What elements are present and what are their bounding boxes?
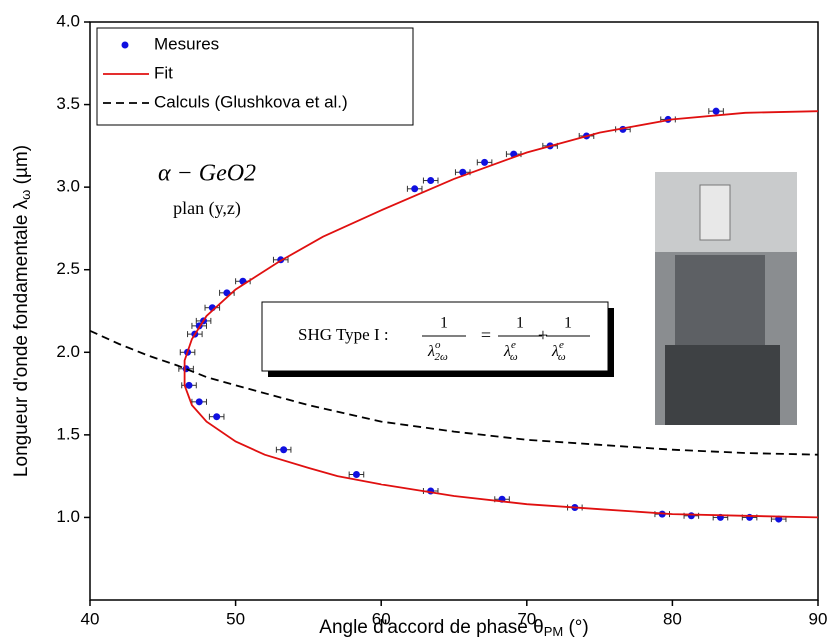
text-part: o	[435, 339, 441, 351]
formula-den: λo 2ω	[427, 339, 448, 363]
data-point	[427, 177, 435, 185]
formula-den: λe ω	[503, 339, 518, 363]
x-tick-label: 80	[663, 609, 682, 628]
formula-op: +	[538, 325, 548, 345]
y-tick-label: 1.0	[56, 507, 80, 526]
plot-frame	[89, 21, 819, 601]
data-point	[481, 158, 489, 166]
legend-label: Fit	[154, 63, 173, 82]
legend-label: Calculs (Glushkova et al.)	[154, 92, 348, 111]
formula-op: =	[481, 325, 491, 345]
data-point	[459, 168, 467, 176]
legend-marker	[121, 41, 129, 49]
formula-label: SHG Type I :	[298, 325, 389, 344]
annotation: plan (y,z)	[173, 198, 241, 219]
x-axis-label: Angle d'accord de phase θPM (°)	[319, 617, 588, 639]
y-axis-label: Longueur d'onde fondamentale λω (µm)	[11, 145, 33, 477]
text-part: λ	[551, 343, 559, 360]
data-point	[712, 107, 720, 115]
text-part: Longueur d'onde fondamentale λ	[11, 199, 32, 477]
x-tick-label: 40	[81, 609, 100, 628]
photo	[655, 172, 797, 425]
data-point	[213, 413, 221, 421]
y-tick-label: 2.0	[56, 342, 80, 361]
data-point	[352, 470, 360, 478]
text-part: (µm)	[11, 145, 32, 190]
data-point	[687, 512, 695, 520]
legend-label: Mesures	[154, 34, 219, 53]
text-part: ω	[18, 190, 33, 200]
text-part: λ	[503, 343, 511, 360]
x-tick-label: 60	[372, 609, 391, 628]
y-tick-label: 2.5	[56, 259, 80, 278]
data-point	[223, 289, 231, 297]
y-tick-label: 3.5	[56, 94, 80, 113]
text-part: ω	[558, 351, 566, 363]
formula-num: 1	[564, 315, 572, 332]
x-tick-label: 90	[809, 609, 828, 628]
text-part: e	[511, 339, 516, 351]
series-line	[183, 110, 818, 519]
text-part: ω	[510, 351, 518, 363]
text-part: Angle d'accord de phase θ	[319, 617, 543, 638]
formula-den: λe ω	[551, 339, 566, 363]
y-tick-label: 1.5	[56, 424, 80, 443]
x-tick-label: 50	[226, 609, 245, 628]
formula-num: 1	[440, 315, 448, 332]
formula-num: 1	[516, 315, 524, 332]
data-point	[195, 398, 203, 406]
data-point	[185, 381, 193, 389]
text-part: (°)	[563, 617, 589, 638]
x-tick-label: 70	[517, 609, 536, 628]
y-tick-label: 4.0	[56, 11, 80, 30]
data-point	[280, 446, 288, 454]
text-part: e	[559, 339, 564, 351]
legend-box	[96, 27, 414, 126]
data-point	[182, 365, 190, 373]
text-part: PM	[544, 624, 564, 639]
text-part: λ	[427, 343, 435, 360]
annotation: α − GeO2	[158, 161, 256, 187]
text-part: 2ω	[434, 351, 448, 363]
data-point	[411, 185, 419, 193]
y-tick-label: 3.0	[56, 177, 80, 196]
series-line	[90, 329, 818, 456]
